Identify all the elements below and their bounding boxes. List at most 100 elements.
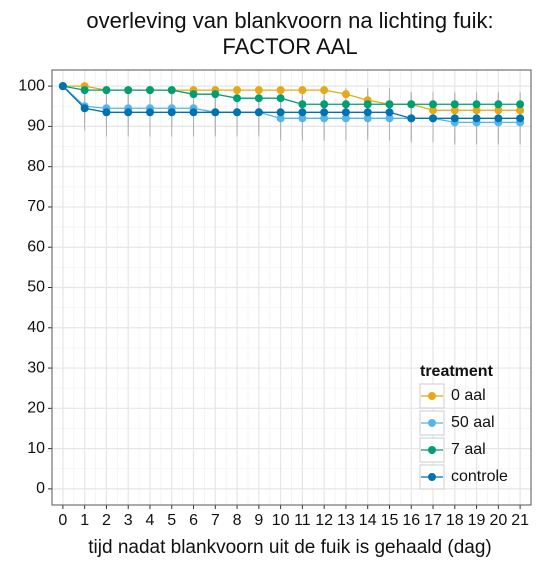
data-point <box>320 86 329 95</box>
y-tick-label: 20 <box>27 400 45 417</box>
data-point <box>254 108 263 117</box>
data-point <box>276 86 285 95</box>
legend-marker <box>428 419 436 427</box>
data-point <box>145 86 154 95</box>
data-point <box>516 114 525 123</box>
data-point <box>363 114 372 123</box>
data-point <box>450 100 459 109</box>
data-point <box>298 100 307 109</box>
data-point <box>363 108 372 117</box>
x-tick-label: 20 <box>489 512 507 529</box>
data-point <box>320 114 329 123</box>
data-point <box>450 114 459 123</box>
data-point <box>407 114 416 123</box>
legend-marker <box>428 392 436 400</box>
x-tick-label: 16 <box>402 512 420 529</box>
x-tick-label: 8 <box>233 512 242 529</box>
legend-label: 0 aal <box>451 387 486 404</box>
x-tick-label: 2 <box>102 512 111 529</box>
data-point <box>494 114 503 123</box>
data-point <box>472 114 481 123</box>
data-point <box>58 82 67 91</box>
legend-title: treatment <box>420 363 494 380</box>
x-tick-label: 18 <box>446 512 464 529</box>
chart-title: overleving van blankvoorn na lichting fu… <box>86 8 493 33</box>
x-tick-label: 5 <box>167 512 176 529</box>
data-point <box>211 108 220 117</box>
data-point <box>276 108 285 117</box>
data-point <box>233 86 242 95</box>
x-tick-label: 1 <box>80 512 89 529</box>
data-point <box>494 100 503 109</box>
series-line <box>62 85 521 119</box>
y-tick-label: 70 <box>27 198 45 215</box>
data-point <box>233 108 242 117</box>
x-tick-label: 6 <box>189 512 198 529</box>
x-tick-label: 12 <box>315 512 333 529</box>
x-tick-label: 3 <box>124 512 133 529</box>
y-tick-label: 60 <box>27 238 45 255</box>
data-point <box>494 106 503 115</box>
data-point <box>102 86 111 95</box>
data-point <box>363 100 372 109</box>
series-line <box>62 85 521 105</box>
data-point <box>429 100 438 109</box>
data-point <box>276 114 285 123</box>
x-tick-label: 19 <box>468 512 486 529</box>
chart-title: FACTOR AAL <box>222 34 357 59</box>
y-tick-label: 100 <box>18 77 45 94</box>
data-point <box>80 104 89 113</box>
data-point <box>254 86 263 95</box>
data-point <box>124 86 133 95</box>
data-point <box>233 94 242 103</box>
y-tick-label: 80 <box>27 158 45 175</box>
data-point <box>516 100 525 109</box>
x-tick-label: 7 <box>211 512 220 529</box>
data-point <box>145 108 154 117</box>
data-point <box>341 90 350 99</box>
y-tick-label: 40 <box>27 319 45 336</box>
data-point <box>385 100 394 109</box>
data-point <box>407 100 416 109</box>
data-point <box>254 94 263 103</box>
data-point <box>167 108 176 117</box>
data-point <box>320 100 329 109</box>
data-point <box>516 106 525 115</box>
x-tick-label: 15 <box>381 512 399 529</box>
data-point <box>450 106 459 115</box>
x-tick-label: 13 <box>337 512 355 529</box>
data-point <box>102 108 111 117</box>
x-tick-label: 14 <box>359 512 377 529</box>
data-point <box>341 114 350 123</box>
data-point <box>80 86 89 95</box>
x-tick-label: 9 <box>254 512 263 529</box>
data-point <box>189 108 198 117</box>
data-point <box>429 114 438 123</box>
data-point <box>189 90 198 99</box>
x-tick-label: 11 <box>294 512 311 529</box>
data-point <box>298 86 307 95</box>
y-tick-label: 30 <box>27 359 45 376</box>
data-point <box>385 114 394 123</box>
data-point <box>211 90 220 99</box>
x-tick-label: 4 <box>146 512 155 529</box>
y-tick-label: 90 <box>27 118 45 135</box>
data-point <box>472 100 481 109</box>
y-tick-label: 50 <box>27 279 45 296</box>
data-point <box>429 106 438 115</box>
legend-marker <box>428 473 436 481</box>
data-point <box>298 108 307 117</box>
legend-marker <box>428 446 436 454</box>
legend-label: 50 aal <box>451 414 495 431</box>
panel-border <box>51 69 532 506</box>
data-point <box>341 100 350 109</box>
series-line <box>62 85 521 124</box>
legend-label: 7 aal <box>451 441 486 458</box>
x-tick-label: 10 <box>272 512 290 529</box>
legend-label: controle <box>451 468 508 485</box>
x-axis-label: tijd nadat blankvoorn uit de fuik is geh… <box>88 537 491 558</box>
x-tick-label: 17 <box>424 512 442 529</box>
y-tick-label: 10 <box>27 440 45 457</box>
data-point <box>320 108 329 117</box>
